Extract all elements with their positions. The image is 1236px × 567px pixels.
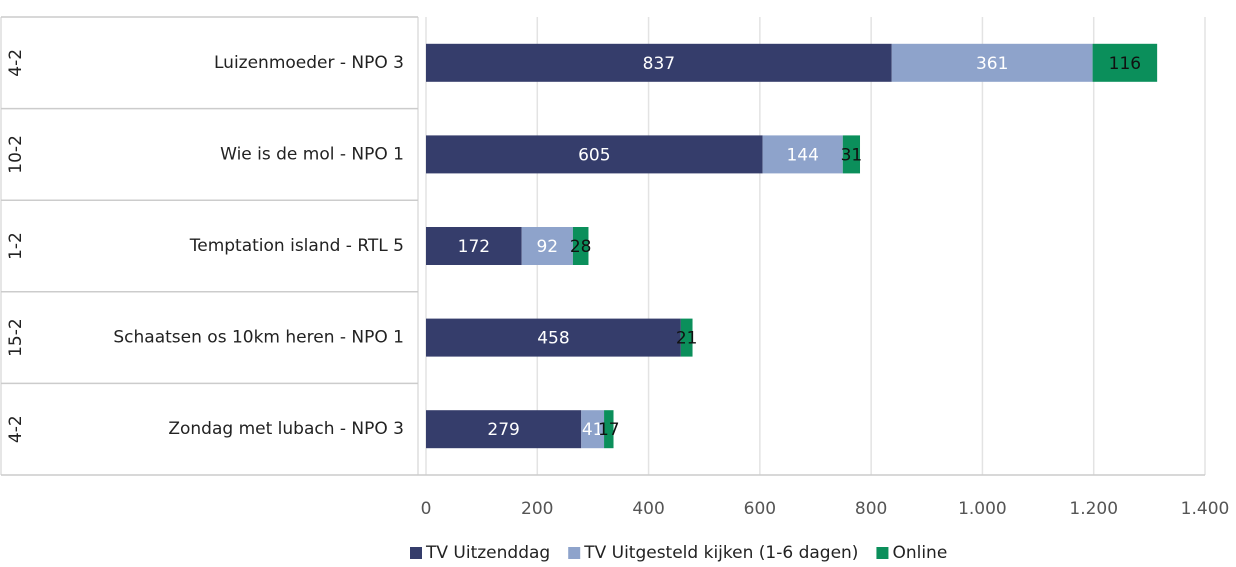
bar-segment xyxy=(604,410,614,449)
x-tick-label: 400 xyxy=(632,499,664,519)
data-label: 41 xyxy=(582,420,604,440)
bar-segment xyxy=(572,227,589,265)
data-label: 144 xyxy=(786,145,818,165)
bar-segment xyxy=(762,135,843,174)
legend-label: TV Uitzenddag xyxy=(425,543,550,563)
bar-segment xyxy=(842,135,861,174)
legend-swatch xyxy=(876,547,889,559)
x-tick-label: 0 xyxy=(421,499,432,519)
bar-segment xyxy=(581,410,605,449)
data-label: 279 xyxy=(487,420,519,440)
date-label: 4-2 xyxy=(6,49,26,77)
data-label: 458 xyxy=(537,329,569,349)
x-tick-label: 600 xyxy=(744,499,776,519)
x-tick-label: 1.200 xyxy=(1069,499,1118,519)
category-label: Schaatsen os 10km heren - NPO 1 xyxy=(113,328,404,348)
date-label: 4-2 xyxy=(6,415,26,443)
data-label: 361 xyxy=(976,54,1008,74)
data-label: 92 xyxy=(536,237,558,257)
data-label: 116 xyxy=(1109,54,1141,74)
bar-segment xyxy=(426,410,582,449)
date-label: 1-2 xyxy=(6,232,26,260)
bar-segment xyxy=(426,135,763,174)
x-tick-label: 1.000 xyxy=(958,499,1007,519)
data-label: 17 xyxy=(598,420,620,440)
legend-label: TV Uitgesteld kijken (1-6 dagen) xyxy=(583,543,858,563)
data-label: 31 xyxy=(841,145,863,165)
data-label: 605 xyxy=(578,145,610,165)
bar-segment xyxy=(426,318,681,357)
date-label: 10-2 xyxy=(6,135,26,174)
x-tick-label: 1.400 xyxy=(1181,499,1230,519)
legend-swatch xyxy=(410,547,422,559)
bar-segment xyxy=(426,227,522,265)
legend-swatch xyxy=(568,547,581,559)
category-label: Zondag met lubach - NPO 3 xyxy=(168,419,404,439)
bar-segment xyxy=(521,227,573,265)
category-label: Temptation island - RTL 5 xyxy=(189,236,404,256)
bar-segment xyxy=(891,43,1093,82)
bar-segment xyxy=(426,43,892,82)
data-label: 28 xyxy=(570,237,592,257)
data-label: 21 xyxy=(676,329,698,349)
category-label: Luizenmoeder - NPO 3 xyxy=(214,53,404,73)
bar-segment xyxy=(680,318,693,357)
data-label: 172 xyxy=(458,237,490,257)
date-label: 15-2 xyxy=(6,318,26,357)
x-tick-label: 200 xyxy=(521,499,553,519)
data-label: 837 xyxy=(643,54,675,74)
legend-label: Online xyxy=(892,543,947,563)
category-label: Wie is de mol - NPO 1 xyxy=(220,144,404,164)
bar-segment xyxy=(1092,43,1158,82)
x-tick-label: 800 xyxy=(855,499,887,519)
